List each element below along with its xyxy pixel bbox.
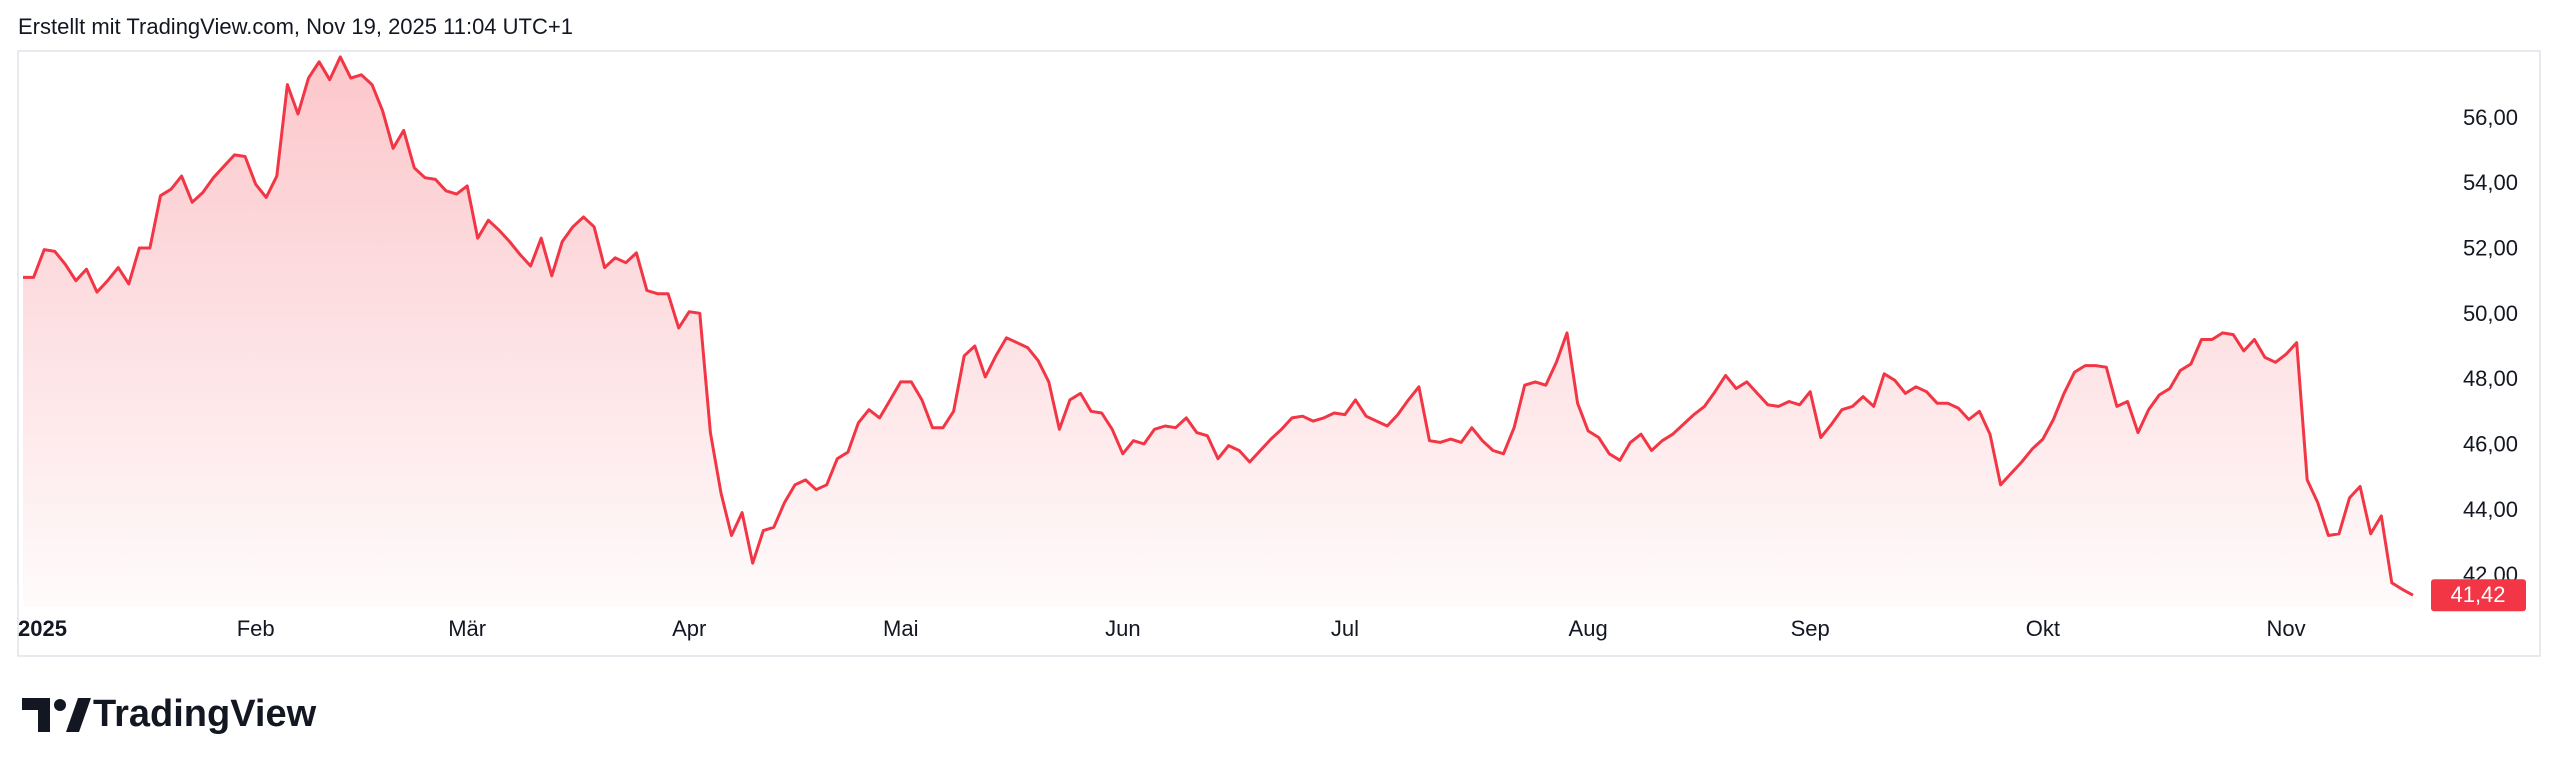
price-tag [2431, 579, 2526, 612]
x-tick-label: Nov [2267, 616, 2306, 641]
y-tick-label: 46,00 [2463, 431, 2518, 456]
logo: TradingView [22, 693, 317, 735]
logo-mark [22, 698, 50, 732]
y-tick-label: 56,00 [2463, 105, 2518, 130]
plot: 42,0044,0046,0048,0050,0052,0054,0056,00… [18, 55, 2526, 641]
logo-dot [54, 699, 66, 711]
x-tick-label: Aug [1569, 616, 1608, 641]
y-tick-label: 44,00 [2463, 497, 2518, 522]
x-tick-label: Feb [237, 616, 275, 641]
price-tag-label: 41,42 [2450, 582, 2505, 607]
x-tick-label: Jul [1331, 616, 1359, 641]
y-tick-label: 54,00 [2463, 170, 2518, 195]
x-tick-label: Apr [672, 616, 706, 641]
y-tick-label: 52,00 [2463, 235, 2518, 260]
logo-slash [66, 698, 91, 732]
x-tick-label: 2025 [18, 616, 67, 641]
y-tick-label: 50,00 [2463, 301, 2518, 326]
x-tick-label: Okt [2026, 616, 2060, 641]
x-tick-label: Jun [1105, 616, 1140, 641]
price-line [23, 55, 2414, 597]
x-tick-label: Mai [883, 616, 918, 641]
x-tick-label: Mär [448, 616, 486, 641]
header-text: Erstellt mit TradingView.com, Nov 19, 20… [18, 14, 573, 39]
x-tick-label: Sep [1791, 616, 1830, 641]
logo-text: TradingView [93, 693, 317, 735]
chart-frame [17, 50, 2541, 657]
area-fill [23, 56, 2413, 607]
y-tick-label: 48,00 [2463, 366, 2518, 391]
